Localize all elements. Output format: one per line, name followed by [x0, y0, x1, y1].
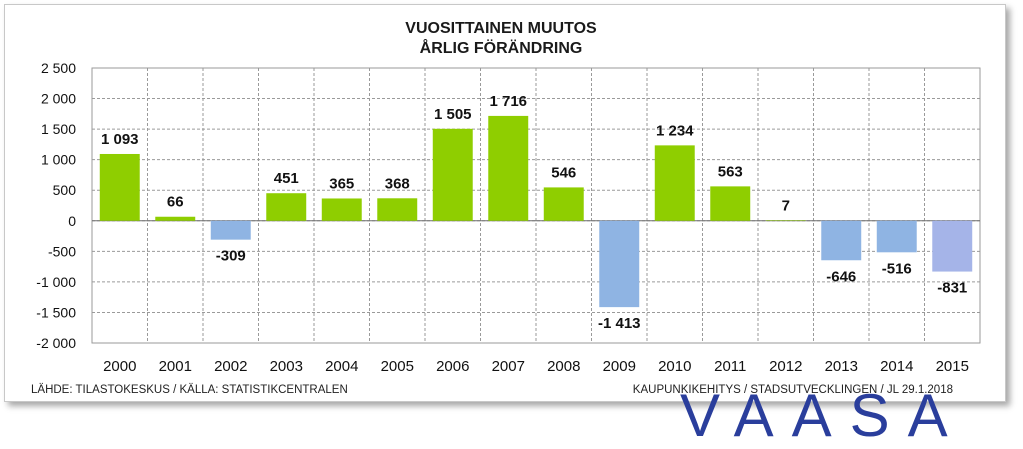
chart-card: VUOSITTAINEN MUUTOS ÅRLIG FÖRÄNDRING 2 5…: [4, 4, 1006, 402]
x-tick-label: 2011: [714, 358, 746, 375]
data-label-2009: -1 413: [598, 315, 641, 332]
x-tick-label: 2004: [325, 358, 358, 375]
data-label-2013: -646: [826, 268, 856, 285]
bar-2008: [543, 187, 584, 221]
y-tick-label: -1 000: [36, 274, 76, 290]
data-label-2012: 7: [782, 197, 790, 214]
y-tick-label: 2 000: [41, 91, 76, 107]
data-label-2003: 451: [274, 170, 299, 187]
data-label-2005: 368: [385, 175, 410, 192]
bar-2004: [321, 198, 362, 221]
data-label-2015: -831: [937, 280, 967, 297]
x-axis-ticks: 2000 2001 2002 2003 2004 2005 2006 2007 2008 2009…: [103, 358, 969, 375]
x-tick-label: 2014: [880, 358, 913, 375]
bar-2014: [876, 220, 917, 253]
y-tick-label: 2 500: [41, 60, 76, 76]
source-note: LÄHDE: TILASTOKESKUS / KÄLLA: STATISTIKC…: [31, 384, 348, 396]
vaasa-logo: VAASA: [680, 382, 966, 449]
x-tick-label: 2010: [658, 358, 691, 375]
bar-2010: [654, 145, 695, 221]
author-note: KAUPUNKIKEHITYS / STADSUTVECKLINGEN / JL…: [633, 384, 953, 396]
x-tick-label: 2008: [547, 358, 580, 375]
bar-2005: [377, 198, 418, 221]
x-tick-label: 2000: [103, 358, 136, 375]
y-tick-label: -500: [48, 243, 76, 259]
y-tick-label: 1 500: [41, 121, 76, 137]
bars: [99, 115, 973, 308]
data-label-2006: 1 505: [434, 106, 472, 123]
bar-2000: [99, 153, 140, 221]
data-label-2004: 365: [329, 175, 354, 192]
x-tick-label: 2006: [436, 358, 469, 375]
chart-subtitle: ÅRLIG FÖRÄNDRING: [420, 38, 583, 57]
data-label-2001: 66: [167, 194, 184, 211]
bar-2013: [821, 220, 862, 261]
x-tick-label: 2009: [603, 358, 636, 375]
x-tick-label: 2012: [769, 358, 802, 375]
grid-lines: [91, 67, 981, 344]
x-tick-label: 2005: [381, 358, 414, 375]
y-axis-ticks: 2 500 2 000 1 500 1 000 500 0 -500 -1 000 -1 500…: [36, 60, 76, 351]
chart-title: VUOSITTAINEN MUUTOS: [405, 20, 597, 37]
x-tick-label: 2001: [159, 358, 192, 375]
bar-2011: [710, 186, 751, 221]
data-label-2014: -516: [882, 260, 912, 277]
x-tick-label: 2003: [270, 358, 303, 375]
x-tick-label: 2015: [936, 358, 969, 375]
data-label-2010: 1 234: [656, 122, 694, 139]
bar-2006: [432, 128, 473, 221]
bar-2003: [266, 193, 307, 221]
data-label-2008: 546: [551, 164, 576, 181]
x-tick-label: 2013: [825, 358, 858, 375]
data-labels: 1 093 66 -309 451 365 368 1 505 1 716 546 -1 413 1…: [101, 93, 967, 332]
bar-2007: [488, 115, 529, 221]
bar-chart: VUOSITTAINEN MUUTOS ÅRLIG FÖRÄNDRING 2 5…: [31, 20, 981, 396]
y-tick-label: 500: [53, 182, 77, 198]
x-tick-label: 2002: [214, 358, 247, 375]
bar-2002: [210, 220, 251, 240]
bar-2012: [765, 220, 806, 221]
y-tick-label: 1 000: [41, 152, 76, 168]
x-tick-label: 2007: [492, 358, 525, 375]
y-tick-label: -2 000: [36, 335, 76, 351]
data-label-2000: 1 093: [101, 131, 139, 148]
y-tick-label: 0: [68, 213, 76, 229]
bar-2015: [932, 220, 973, 272]
data-label-2011: 563: [718, 163, 743, 180]
data-label-2007: 1 716: [489, 93, 527, 110]
y-tick-label: -1 500: [36, 304, 76, 320]
bar-2009: [599, 220, 640, 308]
data-label-2002: -309: [216, 248, 246, 265]
bar-2001: [155, 216, 196, 221]
